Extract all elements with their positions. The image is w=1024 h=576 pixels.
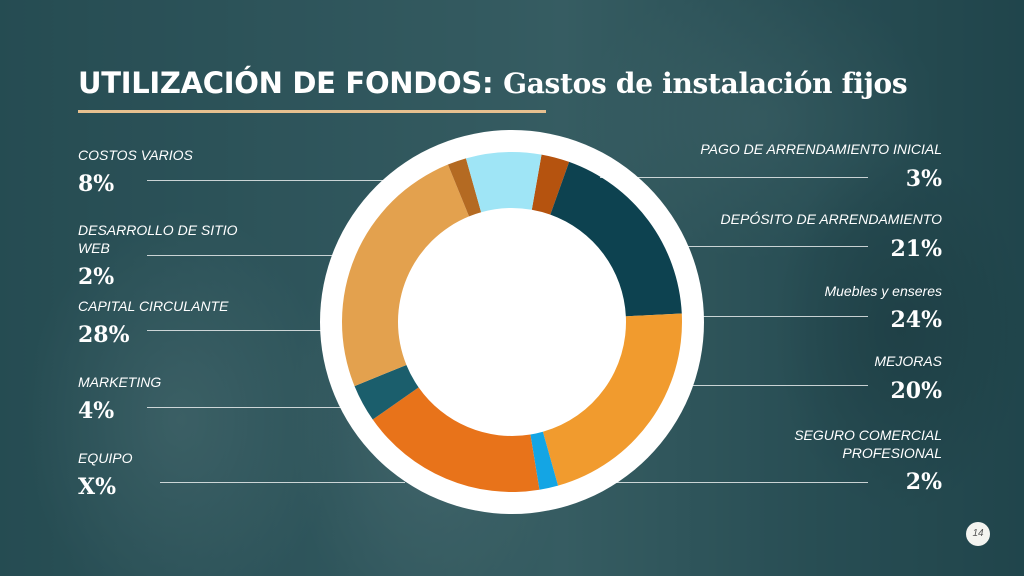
donut-segment-2 [542, 313, 682, 486]
donut-segment-3 [530, 431, 559, 490]
label-muebles: Muebles y enseres [824, 283, 942, 299]
title-subtitle: Gastos de instalación fijos [503, 67, 908, 100]
page-title: UTILIZACIÓN DE FONDOS: Gastos de instala… [78, 66, 908, 100]
label-equipo: EQUIPO [78, 450, 133, 466]
donut-segment-5 [354, 364, 419, 420]
label-pago-arrendamiento: PAGO DE ARRENDAMIENTO INICIAL [700, 141, 942, 157]
value-capital-circulante: 28% [78, 322, 130, 348]
title-underline [78, 110, 546, 113]
donut-segment-1 [550, 161, 682, 317]
value-seguro: 2% [905, 469, 942, 495]
value-costos-varios: 8% [78, 171, 115, 197]
label-marketing: MARKETING [78, 374, 162, 390]
value-marketing: 4% [78, 398, 115, 424]
page-number: 14 [966, 522, 990, 546]
leader-line-desarrollo-web [147, 255, 335, 256]
label-capital-circulante: CAPITAL CIRCULANTE [78, 298, 229, 314]
leader-line-muebles [692, 316, 868, 317]
value-mejoras: 20% [890, 378, 942, 404]
value-pago-arrendamiento: 3% [905, 166, 942, 192]
leader-line-capital-circulante [147, 330, 322, 331]
label-desarrollo-web: DESARROLLO DE SITIO WEB [78, 222, 238, 256]
leader-line-marketing [147, 407, 342, 408]
label-costos-varios: COSTOS VARIOS [78, 147, 193, 163]
donut-segment-8 [465, 152, 542, 213]
label-mejoras: MEJORAS [874, 353, 942, 369]
donut-segment-0 [531, 154, 570, 215]
donut-segment-7 [447, 158, 482, 217]
donut-segment-6 [342, 164, 470, 387]
leader-line-deposito-arrendamiento [672, 246, 868, 247]
donut-hole [400, 210, 624, 434]
value-muebles: 24% [890, 307, 942, 333]
title-main: UTILIZACIÓN DE FONDOS: [78, 66, 494, 100]
leader-line-seguro [600, 482, 868, 483]
value-deposito-arrendamiento: 21% [890, 236, 942, 262]
label-deposito-arrendamiento: DEPÓSITO DE ARRENDAMIENTO [720, 211, 942, 227]
value-equipo: X% [78, 474, 116, 500]
label-seguro: SEGURO COMERCIAL PROFESIONAL [794, 427, 942, 461]
leader-line-costos-varios [147, 180, 385, 181]
value-desarrollo-web: 2% [78, 264, 115, 290]
leader-line-equipo [160, 482, 405, 483]
donut-segment-4 [372, 387, 540, 492]
leader-line-mejoras [686, 385, 868, 386]
leader-line-pago-arrendamiento [600, 177, 868, 178]
